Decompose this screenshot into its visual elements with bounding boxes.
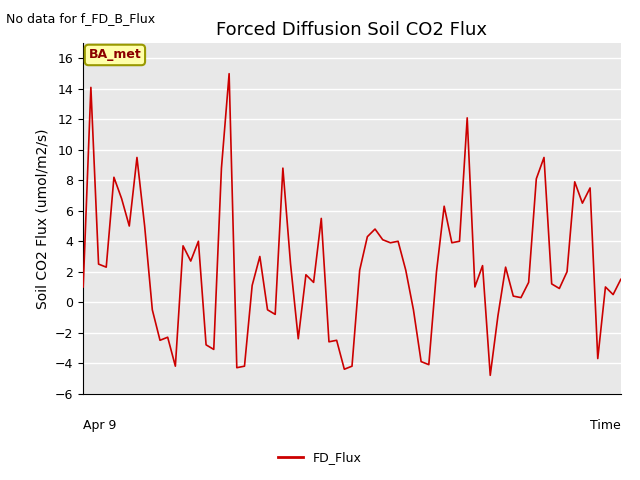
Text: No data for f_FD_B_Flux: No data for f_FD_B_Flux [6,12,156,25]
Title: Forced Diffusion Soil CO2 Flux: Forced Diffusion Soil CO2 Flux [216,21,488,39]
Text: BA_met: BA_met [88,48,141,61]
Text: Apr 9: Apr 9 [83,419,116,432]
Y-axis label: Soil CO2 Flux (umol/m2/s): Soil CO2 Flux (umol/m2/s) [36,128,49,309]
Legend: FD_Flux: FD_Flux [273,446,367,469]
Text: Time: Time [590,419,621,432]
